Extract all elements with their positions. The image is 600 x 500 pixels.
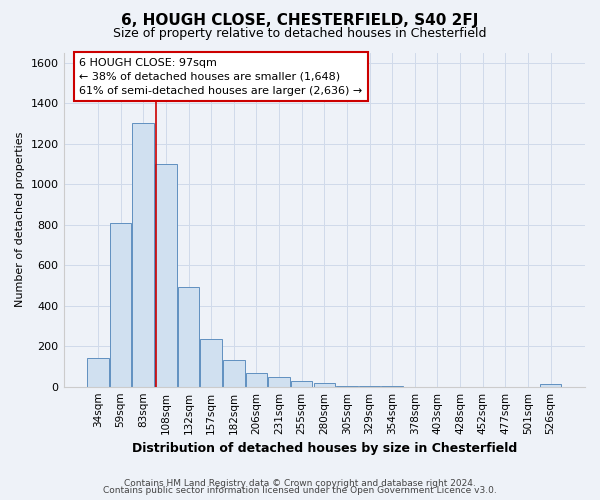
Text: Contains public sector information licensed under the Open Government Licence v3: Contains public sector information licen… xyxy=(103,486,497,495)
Bar xyxy=(268,376,290,386)
Bar xyxy=(223,360,245,386)
Bar xyxy=(291,380,313,386)
Bar xyxy=(87,358,109,386)
Bar xyxy=(133,124,154,386)
Bar xyxy=(110,222,131,386)
Bar xyxy=(314,382,335,386)
Bar xyxy=(178,288,199,386)
Y-axis label: Number of detached properties: Number of detached properties xyxy=(15,132,25,308)
Bar xyxy=(540,384,561,386)
Bar xyxy=(245,372,267,386)
Bar xyxy=(155,164,176,386)
Text: Contains HM Land Registry data © Crown copyright and database right 2024.: Contains HM Land Registry data © Crown c… xyxy=(124,478,476,488)
Text: 6, HOUGH CLOSE, CHESTERFIELD, S40 2FJ: 6, HOUGH CLOSE, CHESTERFIELD, S40 2FJ xyxy=(121,12,479,28)
X-axis label: Distribution of detached houses by size in Chesterfield: Distribution of detached houses by size … xyxy=(131,442,517,455)
Bar xyxy=(200,339,222,386)
Text: 6 HOUGH CLOSE: 97sqm
← 38% of detached houses are smaller (1,648)
61% of semi-de: 6 HOUGH CLOSE: 97sqm ← 38% of detached h… xyxy=(79,58,362,96)
Text: Size of property relative to detached houses in Chesterfield: Size of property relative to detached ho… xyxy=(113,28,487,40)
